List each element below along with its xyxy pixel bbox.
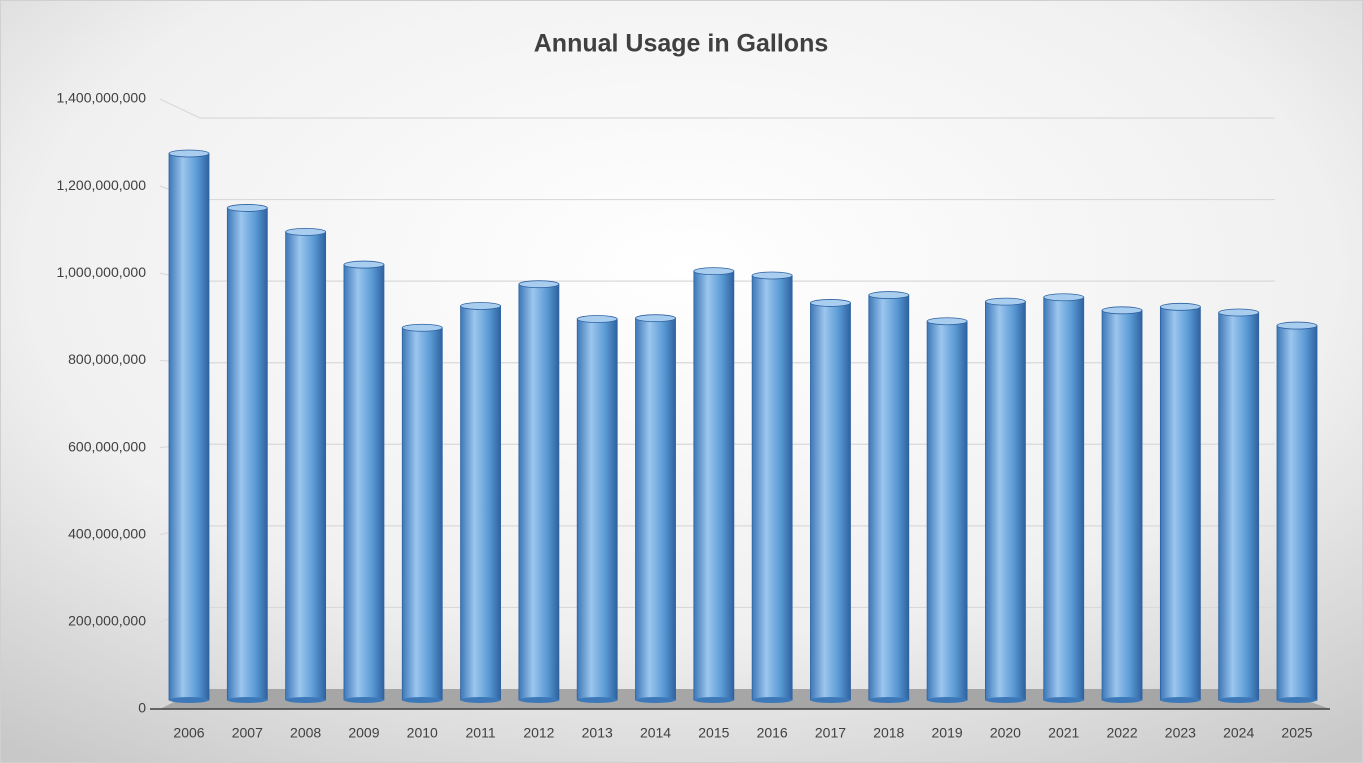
- floor: [160, 689, 1330, 709]
- bar-cap: [460, 302, 501, 310]
- chart-title: Annual Usage in Gallons: [534, 30, 829, 58]
- bar-cap: [1218, 308, 1260, 317]
- x-tick-label: 2017: [815, 725, 846, 741]
- x-tick-label: 2024: [1223, 725, 1254, 741]
- grid-line: [159, 98, 1275, 119]
- bar-base: [169, 697, 209, 703]
- bar: [1043, 296, 1085, 701]
- bar-cap: [285, 227, 327, 236]
- bar-cap: [401, 323, 443, 332]
- x-tick-label: 2008: [290, 725, 321, 741]
- x-tick-label: 2007: [232, 725, 263, 741]
- bar-base: [227, 697, 268, 703]
- bar: [810, 302, 851, 701]
- y-tick-label: 0: [138, 700, 146, 716]
- bar: [1159, 306, 1201, 701]
- bar-cap: [926, 317, 968, 326]
- bar-cap: [1159, 302, 1201, 311]
- bar: [868, 294, 910, 701]
- bar-base: [1160, 697, 1201, 703]
- bar-cap: [751, 271, 793, 280]
- bar: [518, 283, 560, 701]
- x-tick-label: 2020: [990, 725, 1021, 741]
- bar: [460, 305, 501, 701]
- bar-cap: [868, 291, 910, 299]
- y-tick-label: 1,000,000,000: [56, 264, 146, 280]
- bar-base: [635, 697, 676, 703]
- bar-base: [518, 697, 559, 703]
- x-tick-label: 2025: [1281, 725, 1312, 741]
- bar-base: [752, 697, 793, 703]
- bar-cap: [226, 204, 268, 212]
- bar-base: [1102, 697, 1143, 703]
- x-tick-label: 2015: [698, 725, 729, 741]
- x-tick-label: 2018: [873, 725, 904, 741]
- bar: [576, 318, 618, 701]
- y-tick-label: 600,000,000: [68, 438, 146, 454]
- bar: [226, 207, 268, 701]
- bar-base: [460, 697, 501, 703]
- bar: [926, 320, 968, 701]
- y-tick-label: 1,400,000,000: [56, 90, 146, 106]
- x-tick-label: 2016: [757, 725, 788, 741]
- x-tick-label: 2011: [466, 725, 496, 741]
- bar-cap: [810, 299, 851, 307]
- y-tick-label: 1,200,000,000: [56, 177, 146, 193]
- y-tick-label: 800,000,000: [68, 351, 146, 367]
- x-tick-label: 2006: [173, 725, 204, 741]
- bar-base: [927, 697, 968, 703]
- x-tick-label: 2009: [348, 725, 379, 741]
- bar: [751, 275, 793, 701]
- x-tick-label: 2021: [1048, 725, 1079, 741]
- bar-cap: [343, 260, 385, 269]
- bar: [635, 317, 676, 701]
- bar-cap: [518, 280, 560, 289]
- x-tick-label: 2022: [1106, 725, 1137, 741]
- x-tick-label: 2019: [932, 725, 963, 741]
- bar-cap: [168, 149, 210, 158]
- bar: [168, 153, 210, 701]
- bar-base: [285, 697, 326, 703]
- bar-cap: [1101, 306, 1143, 315]
- bar-cap: [635, 314, 676, 323]
- bar-base: [402, 697, 443, 703]
- bar-base: [1218, 697, 1259, 703]
- x-tick-label: 2010: [407, 725, 438, 741]
- bar-base: [1277, 697, 1317, 703]
- bar: [343, 264, 385, 701]
- bar: [1101, 309, 1143, 701]
- bar-base: [343, 697, 384, 703]
- x-tick-label: 2013: [582, 725, 613, 741]
- x-tick-label: 2023: [1165, 725, 1196, 741]
- bar: [985, 301, 1026, 701]
- bar-cap: [576, 315, 618, 323]
- bar-base: [868, 697, 909, 703]
- bar-base: [985, 697, 1026, 703]
- bar: [1276, 325, 1318, 701]
- bar: [693, 270, 735, 701]
- bar: [285, 231, 327, 701]
- bar-base: [577, 697, 618, 703]
- y-tick-label: 200,000,000: [68, 613, 146, 629]
- bar-cap: [985, 297, 1026, 306]
- x-tick-label: 2012: [523, 725, 554, 741]
- bar-base: [810, 697, 851, 703]
- x-tick-label: 2014: [640, 725, 671, 741]
- bar: [1218, 312, 1260, 701]
- bar-cap: [1276, 321, 1318, 330]
- bar-base: [1043, 697, 1084, 703]
- bar-base: [693, 697, 734, 703]
- bar: [401, 327, 443, 701]
- bar-cap: [693, 267, 735, 276]
- y-tick-label: 400,000,000: [68, 525, 146, 541]
- bar-cap: [1043, 293, 1085, 302]
